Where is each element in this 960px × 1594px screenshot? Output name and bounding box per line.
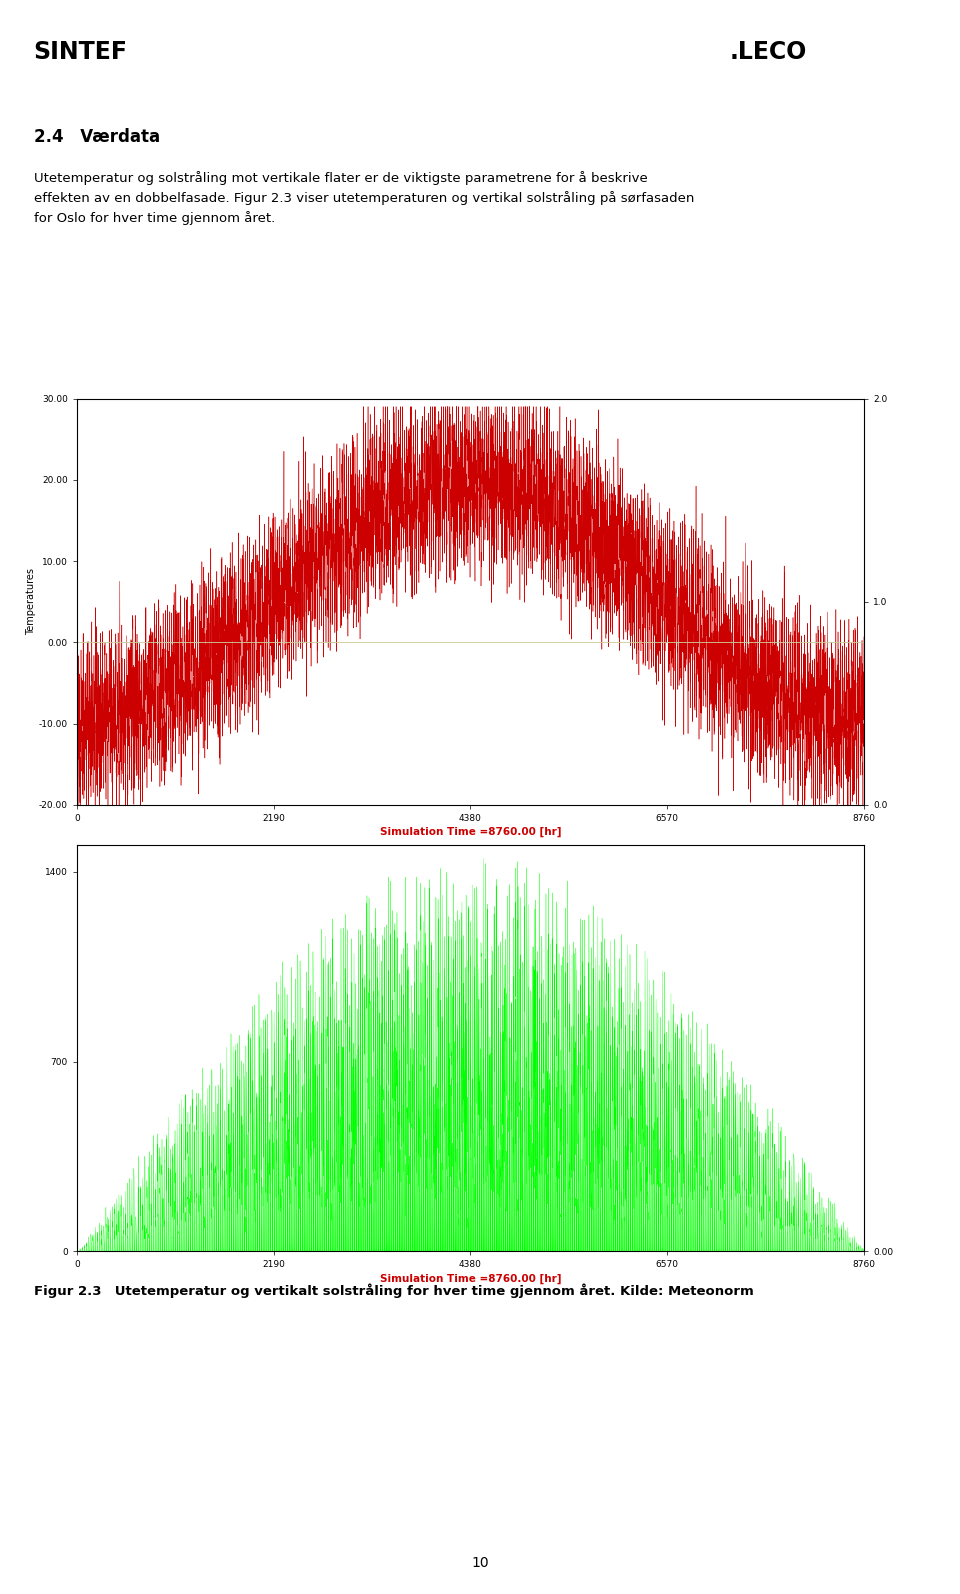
Text: .LECO: .LECO [730, 40, 807, 64]
Text: SINTEF: SINTEF [34, 40, 128, 64]
Text: 10: 10 [471, 1556, 489, 1570]
Text: 2.4 Værdata: 2.4 Værdata [34, 128, 159, 145]
Text: Figur 2.3 Utetemperatur og vertikalt solstråling for hver time gjennom året. Kil: Figur 2.3 Utetemperatur og vertikalt sol… [34, 1283, 754, 1298]
X-axis label: Simulation Time =8760.00 [hr]: Simulation Time =8760.00 [hr] [379, 1274, 562, 1283]
X-axis label: Simulation Time =8760.00 [hr]: Simulation Time =8760.00 [hr] [379, 827, 562, 837]
Y-axis label: Temperatures: Temperatures [26, 567, 36, 636]
Text: Utetemperatur og solstråling mot vertikale flater er de viktigste parametrene fo: Utetemperatur og solstråling mot vertika… [34, 171, 694, 225]
